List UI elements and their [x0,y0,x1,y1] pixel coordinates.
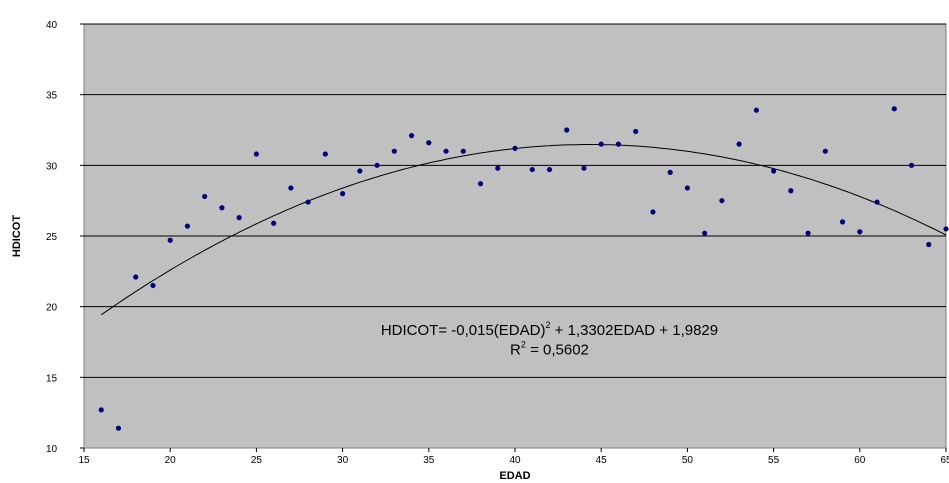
data-point [202,193,208,200]
data-point [736,141,742,147]
data-point [926,241,932,248]
y-tick-label: 20 [46,303,58,314]
data-point [943,226,949,232]
r-squared-superscript: 2 [521,340,526,350]
data-point [305,199,311,205]
data-point [771,168,777,174]
data-point [684,185,691,191]
y-axis-label: HDICOT [11,215,23,257]
data-point [98,407,104,413]
x-tick-label: 25 [251,455,263,466]
r-squared-value: = 0,5602 [526,342,589,359]
trendline-equation: HDICOT= -0,015(EDAD)2 + 1,3302EDAD + 1,9… [381,320,718,339]
data-point [219,205,225,211]
equation-superscript: 2 [545,320,550,330]
data-point [788,188,794,194]
equation-part-1: HDICOT= -0,015(EDAD) [381,322,546,339]
data-point [253,151,259,157]
r-squared-r: R [510,342,521,359]
data-point [288,185,294,191]
data-point [340,191,346,197]
data-point [822,148,828,154]
data-point [615,141,622,147]
data-point [633,128,639,135]
data-point [374,162,380,168]
data-point [598,141,604,147]
x-tick-label: 30 [337,455,349,466]
x-axis-label: EDAD [499,470,530,482]
trendline [100,144,947,316]
x-tick-label: 50 [682,455,694,466]
data-point [271,220,277,226]
data-point [357,168,363,174]
data-point [891,106,897,112]
x-axis-ticks: 15 20 25 30 35 40 45 50 55 60 65 [78,448,949,466]
data-point [564,127,570,133]
data-point [115,425,122,431]
data-point [391,148,397,154]
y-axis-ticks: 10 15 20 25 30 35 40 [46,20,84,455]
y-tick-label: 15 [46,373,58,384]
gridlines [84,23,946,378]
y-tick-label: 40 [46,20,58,31]
data-point [184,223,191,229]
y-tick-label: 25 [46,232,58,243]
data-point [426,140,432,146]
data-point [460,148,466,154]
data-point [512,145,518,151]
data-point [702,230,708,236]
data-point [874,199,880,205]
data-point [495,165,501,171]
y-tick-label: 10 [46,444,58,455]
y-tick-label: 30 [46,161,58,172]
r-squared-label: R2 = 0,5602 [510,340,589,359]
data-point [443,148,449,154]
data-point [667,169,673,175]
data-point [167,237,173,243]
data-point [805,230,811,236]
data-point [546,166,553,173]
data-point [477,181,484,187]
data-point [408,133,415,139]
data-point [322,151,328,157]
x-tick-label: 20 [165,455,177,466]
y-tick-label: 35 [46,91,58,102]
x-tick-label: 15 [78,455,90,466]
equation-part-2: + 1,3302EDAD + 1,9829 [550,322,718,339]
data-point [719,198,725,204]
x-tick-label: 55 [768,455,780,466]
data-point [236,215,242,221]
data-point [857,229,863,235]
data-points [98,106,949,431]
data-point [529,166,535,173]
x-tick-label: 45 [596,455,608,466]
x-tick-label: 65 [940,455,949,466]
x-tick-label: 35 [423,455,435,466]
data-point [839,219,846,225]
x-tick-label: 60 [854,455,866,466]
data-point [581,165,587,171]
data-point [150,282,156,289]
data-point [753,107,759,113]
data-point [908,162,915,168]
data-point [650,209,656,215]
x-tick-label: 40 [509,455,521,466]
data-point [133,274,139,280]
